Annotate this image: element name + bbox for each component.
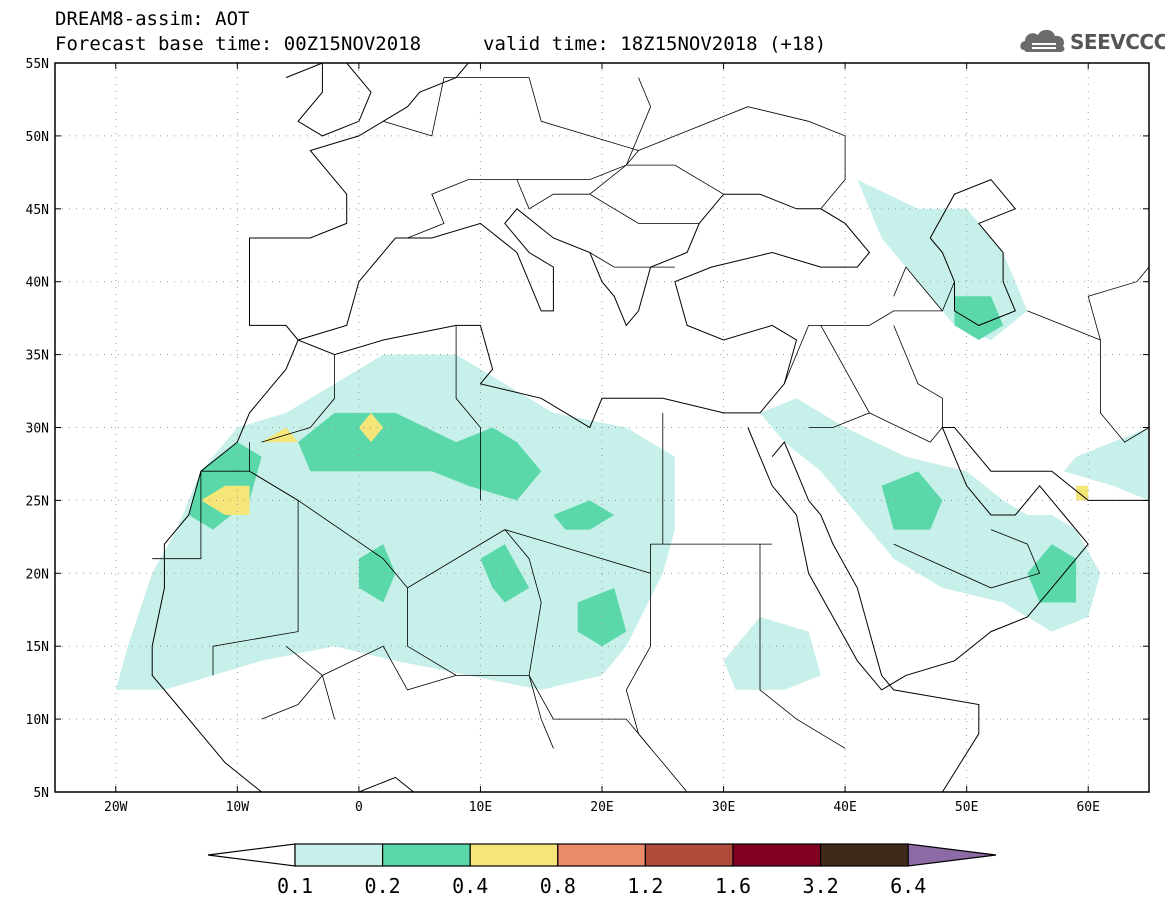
lat-tick-label: 25N [26, 494, 49, 509]
graticule [55, 63, 1149, 792]
dust-region-12 [1027, 544, 1077, 603]
dust-region-14 [200, 485, 250, 515]
colorbar-box [382, 843, 471, 867]
lon-tick-label: 60E [1076, 800, 1099, 815]
dust-region-0 [115, 354, 675, 690]
border-19 [759, 544, 846, 749]
lon-tick-label: 10W [226, 800, 250, 815]
logo-text: SEEVCCC [1070, 30, 1165, 54]
border-21 [516, 179, 700, 224]
lon-tick-label: 30E [712, 800, 735, 815]
lat-tick-label: 5N [33, 786, 49, 801]
coastline-0 [151, 63, 871, 647]
dust-region-17 [1076, 485, 1089, 501]
coastlines [151, 63, 1149, 792]
coastline-6 [261, 776, 457, 792]
lon-tick-label: 10E [469, 800, 492, 815]
lat-tick-label: 50N [26, 130, 49, 145]
colorbar-label: 3.2 [803, 874, 839, 898]
colorbar-box [732, 843, 822, 867]
colorbar-box [644, 843, 734, 867]
lon-tick-label: 40E [833, 800, 856, 815]
border-25 [625, 77, 652, 166]
border-2 [249, 412, 664, 589]
seevccc-logo: SEEVCCC [1018, 24, 1165, 58]
colorbar-label: 1.2 [627, 874, 663, 898]
dust-region-8 [480, 544, 530, 603]
lon-tick-label: 20W [104, 800, 128, 815]
border-15 [1087, 266, 1149, 341]
lat-tick-label: 55N [26, 57, 49, 72]
border-22 [589, 164, 724, 195]
cloud-logo-icon [1020, 29, 1065, 52]
colorbar-box [819, 843, 909, 867]
lon-tick-label: 0 [355, 800, 363, 815]
lat-tick-label: 35N [26, 349, 49, 364]
border-16 [321, 645, 457, 720]
border-5 [625, 573, 688, 792]
colorbar-label: 0.8 [540, 874, 576, 898]
lat-tick-label: 15N [26, 640, 49, 655]
dust-region-10 [577, 587, 627, 647]
border-9 [783, 281, 955, 384]
border-14 [1027, 310, 1149, 443]
colorbar-low-arrow [207, 843, 296, 867]
border-18 [528, 675, 651, 749]
colorbar-label: 0.1 [277, 874, 313, 898]
valid-time: valid time: 18Z15NOV2018 (+18) [483, 33, 827, 55]
dust-region-16 [358, 412, 384, 443]
map-title: DREAM8-assim: AOT [55, 8, 250, 30]
dust-aot-shading [115, 179, 1149, 690]
forecast-base-time: Forecast base time: 00Z15NOV2018 [55, 33, 422, 55]
country-borders [152, 77, 1149, 792]
border-24 [589, 252, 675, 268]
lon-tick-label: 50E [955, 800, 978, 815]
border-13 [893, 266, 943, 312]
colorbar-label: 1.6 [715, 874, 751, 898]
lat-tick-label: 30N [26, 422, 49, 437]
latitude-axis: 55N 50N 45N 40N 35N 30N 25N 20N 15N 10N 5N [26, 57, 1149, 801]
colorbar-high-arrow [907, 843, 997, 867]
border-4 [504, 529, 542, 676]
dust-region-4 [1063, 427, 1149, 501]
border-6 [261, 354, 336, 443]
border-23 [638, 106, 846, 210]
lat-tick-label: 45N [26, 203, 49, 218]
dust-region-9 [553, 500, 615, 530]
dust-region-1 [723, 617, 821, 690]
colorbar-label: 6.4 [890, 874, 926, 898]
border-17 [261, 645, 323, 720]
coastline-3 [771, 441, 980, 792]
border-20 [383, 77, 640, 239]
longitude-axis: 20W 10W 0 10E 20E 30E 40E 50E 60E [104, 63, 1100, 815]
lat-tick-label: 20N [26, 567, 49, 582]
colorbar-label: 0.2 [365, 874, 401, 898]
dust-region-11 [881, 471, 943, 530]
colorbar: 0.1 0.2 0.4 0.8 1.2 1.6 3.2 6.4 [207, 843, 997, 898]
border-11 [869, 325, 943, 443]
border-7 [455, 325, 481, 501]
border-12 [893, 529, 1041, 589]
colorbar-label: 0.4 [452, 874, 488, 898]
colorbar-box [469, 843, 559, 867]
border-3 [407, 587, 554, 749]
coastline-5 [285, 63, 372, 137]
lon-tick-label: 20E [590, 800, 613, 815]
coastline-2 [747, 427, 1149, 691]
colorbar-box [557, 843, 646, 867]
border-0 [152, 442, 250, 560]
lat-tick-label: 10N [26, 713, 49, 728]
dust-region-15 [261, 427, 299, 443]
lat-tick-label: 40N [26, 276, 49, 291]
coastline-1 [151, 646, 262, 792]
colorbar-box [294, 843, 384, 867]
border-10 [808, 325, 870, 428]
